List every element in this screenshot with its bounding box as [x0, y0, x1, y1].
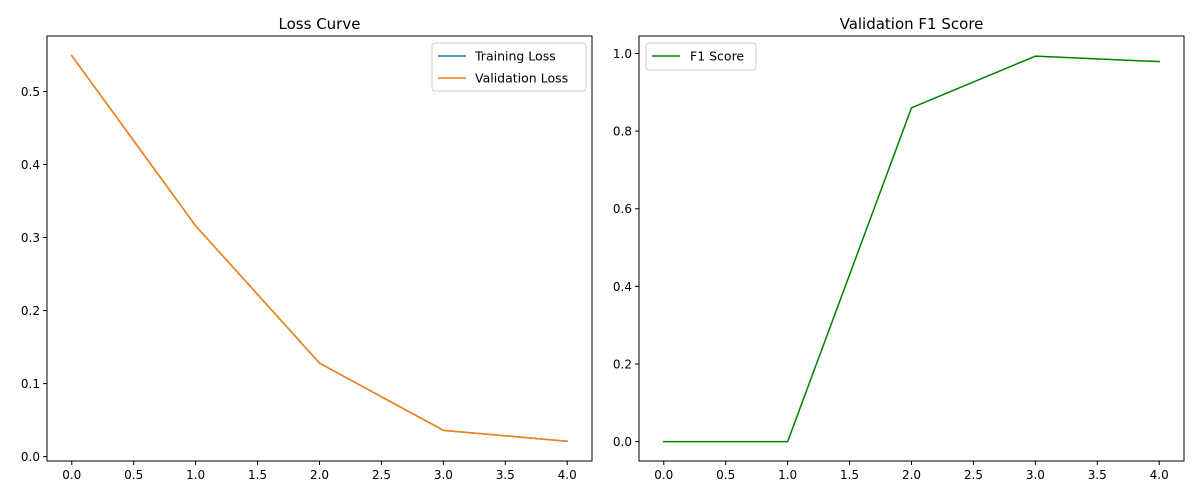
f1-y-tick-label: 0.6 [613, 202, 632, 216]
loss-x-tick-label: 1.0 [186, 468, 205, 482]
loss-chart-title: Loss Curve [279, 15, 361, 33]
series-line-validation-loss [70, 54, 569, 443]
loss-y-tick-label: 0.5 [21, 85, 40, 99]
f1-x-tick-label: 3.5 [1088, 468, 1107, 482]
loss-x-tick-label: 1.5 [248, 468, 267, 482]
loss-legend: Training Loss Validation Loss [431, 42, 587, 92]
f1-x-tick-label: 3.0 [1026, 468, 1045, 482]
loss-x-tick-label: 0.5 [124, 468, 143, 482]
loss-y-tick-label: 0.1 [21, 377, 40, 391]
f1-x-tick-label: 0.0 [654, 468, 673, 482]
f1-y-tick-label: 1.0 [613, 47, 632, 61]
f1-chart-panel: Validation F1 Score 0.0 0.5 1.0 1.5 2.0 2.5 3.… [613, 15, 1185, 482]
loss-y-tick-label: 0.2 [21, 304, 40, 318]
loss-x-tick-label: 3.0 [434, 468, 453, 482]
legend-label-f1-score: F1 Score [690, 49, 744, 64]
f1-y-axis: 0.0 0.2 0.4 0.6 0.8 1.0 [613, 47, 639, 449]
loss-x-tick-label: 0.0 [62, 468, 81, 482]
legend-label-training-loss: Training Loss [474, 49, 556, 64]
f1-y-tick-label: 0.8 [613, 125, 632, 139]
loss-plot-area [70, 54, 569, 443]
f1-y-tick-label: 0.2 [613, 357, 632, 371]
series-line-f1-score [663, 55, 1161, 443]
f1-plot-frame [638, 35, 1185, 462]
loss-y-tick-label: 0.3 [21, 231, 40, 245]
loss-y-axis: 0.0 0.1 0.2 0.3 0.4 0.5 [21, 85, 47, 464]
f1-x-tick-label: 2.0 [902, 468, 921, 482]
f1-chart-title: Validation F1 Score [840, 15, 984, 33]
f1-legend-box [645, 42, 757, 71]
f1-x-tick-label: 1.5 [840, 468, 859, 482]
loss-chart-panel: Loss Curve 0.0 0.5 1.0 1.5 2.0 2.5 3.0 3.5 4.0 0… [21, 15, 593, 482]
f1-plot-area [663, 55, 1161, 443]
loss-x-axis: 0.0 0.5 1.0 1.5 2.0 2.5 3.0 3.5 4.0 [62, 461, 577, 482]
loss-x-tick-label: 2.5 [372, 468, 391, 482]
f1-y-tick-label: 0.4 [613, 280, 632, 294]
loss-x-tick-label: 2.0 [310, 468, 329, 482]
f1-x-tick-label: 4.0 [1150, 468, 1169, 482]
loss-y-tick-label: 0.0 [21, 450, 40, 464]
f1-y-tick-label: 0.0 [613, 435, 632, 449]
loss-y-tick-label: 0.4 [21, 158, 40, 172]
loss-legend-box [431, 42, 587, 92]
loss-x-tick-label: 3.5 [496, 468, 515, 482]
loss-plot-frame [46, 35, 593, 462]
f1-x-axis: 0.0 0.5 1.0 1.5 2.0 2.5 3.0 3.5 4.0 [654, 461, 1169, 482]
f1-x-tick-label: 1.0 [778, 468, 797, 482]
f1-x-tick-label: 2.5 [964, 468, 983, 482]
loss-x-tick-label: 4.0 [558, 468, 577, 482]
f1-x-tick-label: 0.5 [716, 468, 735, 482]
legend-label-validation-loss: Validation Loss [475, 71, 568, 86]
f1-legend: F1 Score [645, 42, 757, 71]
